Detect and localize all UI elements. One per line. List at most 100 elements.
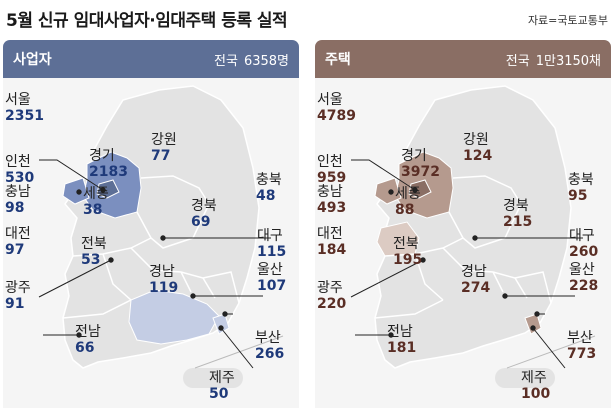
leader-daejeon — [38, 259, 112, 298]
region-gyeonggi: 경기 3972 — [401, 148, 440, 180]
region-busan-fill — [524, 313, 542, 335]
region-jeju: 제주 100 — [521, 370, 550, 402]
region-name: 충북 — [256, 172, 282, 188]
region-name: 울산 — [569, 262, 595, 278]
region-name: 전북 — [81, 236, 107, 252]
region-jeonbuk: 전북 195 — [393, 236, 422, 268]
region-value: 266 — [255, 346, 285, 362]
leader-busan — [220, 327, 254, 369]
region-gangwon: 강원 124 — [463, 132, 492, 164]
region-name: 대전 — [317, 226, 343, 242]
region-value: 195 — [393, 252, 423, 268]
region-value: 100 — [521, 386, 551, 402]
region-value: 2351 — [5, 108, 44, 124]
panel-header: 주택 전국 1만3150채 — [315, 40, 611, 78]
region-borders — [374, 175, 552, 319]
region-ulsan: 울산 228 — [569, 262, 598, 294]
region-name: 대구 — [257, 228, 283, 244]
region-gyeongnam: 경남 274 — [461, 264, 490, 296]
region-gyeongbuk: 경북 215 — [503, 198, 532, 230]
panel-label: 사업자 — [13, 52, 52, 68]
region-name: 부산 — [255, 330, 281, 346]
region-name: 강원 — [151, 132, 177, 148]
dot-chungbuk — [472, 235, 478, 241]
region-value: 66 — [75, 340, 95, 356]
region-borders — [62, 175, 240, 319]
region-value: 773 — [567, 346, 597, 362]
jeju-divider — [194, 335, 284, 369]
region-name: 인천 — [5, 154, 31, 170]
region-value: 215 — [503, 214, 533, 230]
region-value: 77 — [151, 148, 171, 164]
region-name: 경기 — [89, 148, 115, 164]
region-jeju: 제주 50 — [209, 370, 235, 402]
region-name: 서울 — [5, 92, 31, 108]
region-name: 충남 — [5, 184, 31, 200]
dot-daejeon — [108, 257, 114, 263]
panel-label: 주택 — [325, 52, 351, 68]
region-name: 경남 — [461, 264, 487, 280]
dot-daejeon — [420, 257, 426, 263]
dot-seoul — [100, 187, 106, 193]
region-chungbuk: 충북 48 — [256, 172, 282, 204]
region-name: 전북 — [393, 236, 419, 252]
dot-gwangju — [388, 332, 394, 338]
region-name: 제주 — [521, 370, 547, 386]
region-name: 경북 — [191, 198, 217, 214]
dot-daegu — [502, 293, 508, 299]
region-daejeon: 대전 184 — [317, 226, 346, 258]
total-value: 1만3150채 — [535, 54, 601, 69]
region-sejong: 세종 88 — [395, 186, 421, 218]
region-gyeongnam: 경남 119 — [149, 264, 178, 296]
region-gyeongnam-fill — [128, 289, 220, 345]
dot-busan — [218, 325, 224, 331]
region-value: 69 — [191, 214, 211, 230]
region-seoul: 서울 4789 — [317, 92, 356, 124]
region-name: 대구 — [569, 228, 595, 244]
region-sejong: 세종 38 — [83, 186, 109, 218]
region-gyeongbuk: 경북 69 — [191, 198, 217, 230]
leader-seoul — [351, 159, 416, 191]
region-jeonnam: 전남 181 — [387, 324, 416, 356]
panel-housing: 주택 전국 1만3150채 서울 4789 — [315, 40, 611, 408]
region-seoul-fill — [408, 179, 432, 199]
region-busan-fill — [212, 313, 230, 335]
region-name: 경기 — [401, 148, 427, 164]
region-value: 107 — [257, 278, 287, 294]
region-value: 220 — [317, 296, 347, 312]
region-chungnam: 충남 98 — [5, 184, 31, 216]
dot-busan — [530, 325, 536, 331]
region-incheon: 인천 530 — [5, 154, 34, 186]
panel-total: 전국 6358명 — [214, 50, 289, 69]
region-value: 124 — [463, 148, 493, 164]
region-value: 260 — [569, 244, 599, 260]
region-value: 2183 — [89, 164, 128, 180]
leader-lines — [350, 159, 583, 369]
region-incheon: 인천 959 — [317, 154, 346, 186]
dot-ulsan — [534, 311, 540, 317]
leader-lines — [38, 159, 271, 369]
region-gwangju: 광주 91 — [5, 280, 31, 312]
region-busan: 부산 266 — [255, 330, 284, 362]
region-daegu: 대구 260 — [569, 228, 598, 260]
region-name: 충북 — [568, 172, 594, 188]
region-value: 274 — [461, 280, 491, 296]
region-name: 경남 — [149, 264, 175, 280]
region-name: 세종 — [83, 186, 109, 202]
region-value: 38 — [83, 202, 103, 218]
leader-daejeon — [350, 259, 424, 298]
leader-busan — [532, 327, 566, 369]
island-jeju — [183, 368, 243, 388]
korea-map — [38, 85, 284, 388]
region-name: 경북 — [503, 198, 529, 214]
region-name: 인천 — [317, 154, 343, 170]
region-gangwon: 강원 77 — [151, 132, 177, 164]
region-value: 4789 — [317, 108, 356, 124]
total-label: 전국 — [214, 54, 238, 69]
dot-chungbuk — [160, 235, 166, 241]
region-name: 울산 — [257, 262, 283, 278]
region-name: 제주 — [209, 370, 235, 386]
region-name: 광주 — [317, 280, 343, 296]
region-seoul-fill — [96, 179, 120, 199]
region-value: 88 — [395, 202, 415, 218]
